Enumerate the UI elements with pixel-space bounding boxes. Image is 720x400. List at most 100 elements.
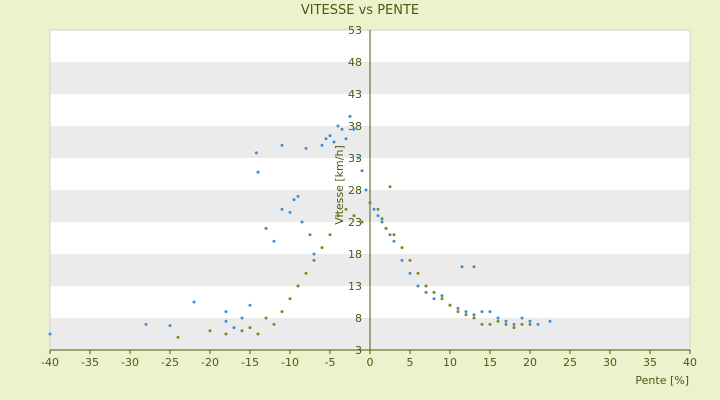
data-point [392, 239, 396, 243]
data-point [248, 326, 252, 330]
data-point [364, 188, 368, 192]
data-point [340, 127, 344, 131]
data-point [264, 316, 268, 320]
x-tick-label: -40 [41, 356, 59, 369]
data-point [408, 271, 412, 275]
data-point [368, 201, 372, 205]
data-point [488, 322, 492, 326]
data-point [528, 322, 532, 326]
data-point [254, 151, 258, 155]
data-point [424, 290, 428, 294]
data-point [408, 258, 412, 262]
data-point [336, 124, 340, 128]
data-point [456, 306, 460, 310]
data-point [380, 220, 384, 224]
x-tick-label: 35 [643, 356, 657, 369]
data-point [280, 143, 284, 147]
data-point [384, 226, 388, 230]
y-tick-label: 18 [348, 248, 362, 261]
data-point [292, 198, 296, 202]
data-point [240, 316, 244, 320]
data-point [496, 319, 500, 323]
data-point [320, 246, 324, 250]
data-point [296, 194, 300, 198]
data-point [304, 146, 308, 150]
data-point [296, 284, 300, 288]
data-point [224, 319, 228, 323]
data-point [380, 217, 384, 221]
data-point [344, 207, 348, 211]
data-point [528, 319, 532, 323]
x-tick-label: -5 [325, 356, 336, 369]
data-point [512, 322, 516, 326]
data-point [520, 322, 524, 326]
data-point [332, 140, 336, 144]
x-tick-label: 10 [443, 356, 457, 369]
x-tick-label: 40 [683, 356, 697, 369]
y-tick-label: 23 [348, 216, 362, 229]
data-point [512, 326, 516, 330]
data-point [440, 297, 444, 301]
data-point [360, 220, 364, 224]
data-point [256, 332, 260, 336]
data-point [360, 169, 364, 173]
x-tick-label: -30 [121, 356, 139, 369]
data-point [416, 271, 420, 275]
data-point [372, 207, 376, 211]
data-point [496, 316, 500, 320]
data-point [504, 319, 508, 323]
x-axis-label: Pente [%] [635, 374, 689, 387]
data-point [536, 322, 540, 326]
y-axis-label: Vitesse [km/h] [333, 145, 346, 225]
y-tick-label: 3 [355, 344, 362, 357]
data-point [352, 214, 356, 218]
data-point [324, 137, 328, 141]
data-point [224, 332, 228, 336]
data-point [456, 310, 460, 314]
data-point [328, 233, 332, 237]
data-point [312, 258, 316, 262]
data-point [472, 265, 476, 269]
data-point [432, 297, 436, 301]
data-point [300, 220, 304, 224]
y-tick-label: 28 [348, 184, 362, 197]
data-point [208, 329, 212, 333]
data-point [424, 284, 428, 288]
data-point [472, 316, 476, 320]
x-tick-label: -20 [201, 356, 219, 369]
x-tick-label: 0 [367, 356, 374, 369]
x-tick-label: 15 [483, 356, 497, 369]
data-point [376, 214, 380, 218]
data-point [416, 284, 420, 288]
data-point [248, 303, 252, 307]
data-point [400, 246, 404, 250]
data-point [176, 335, 180, 339]
data-point [464, 313, 468, 317]
data-point [376, 207, 380, 211]
data-point [392, 233, 396, 237]
data-point [308, 233, 312, 237]
data-point [388, 185, 392, 189]
y-tick-label: 13 [348, 280, 362, 293]
data-point [548, 319, 552, 323]
x-tick-label: 25 [563, 356, 577, 369]
y-tick-label: 8 [355, 312, 362, 325]
data-point [504, 322, 508, 326]
data-point [472, 313, 476, 317]
data-point [460, 265, 464, 269]
data-point [240, 329, 244, 333]
data-point [288, 210, 292, 214]
x-tick-label: -25 [161, 356, 179, 369]
x-tick-label: -15 [241, 356, 259, 369]
data-point [192, 300, 196, 304]
data-point [432, 290, 436, 294]
data-point [480, 310, 484, 314]
data-point [352, 127, 356, 131]
x-tick-label: 20 [523, 356, 537, 369]
data-point [168, 324, 172, 328]
data-point [388, 233, 392, 237]
x-tick-label: -35 [81, 356, 99, 369]
x-tick-label: 5 [407, 356, 414, 369]
y-tick-label: 43 [348, 88, 362, 101]
